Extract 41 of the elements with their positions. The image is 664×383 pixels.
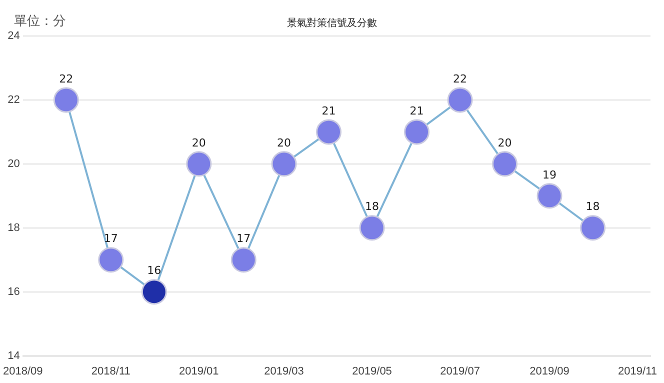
y-tick-label: 20 — [8, 158, 20, 170]
data-label: 22 — [453, 72, 468, 86]
x-tick-label: 2019/05 — [352, 365, 392, 378]
x-tick-label: 2019/01 — [179, 365, 219, 378]
y-tick-label: 22 — [8, 94, 20, 106]
data-label: 17 — [236, 232, 251, 246]
data-label: 21 — [322, 104, 336, 118]
data-label: 21 — [410, 104, 424, 118]
point — [404, 119, 430, 145]
point — [230, 247, 256, 273]
data-label: 22 — [59, 72, 74, 86]
y-tick-label: 24 — [8, 30, 20, 42]
point — [447, 87, 473, 113]
y-tick-label: 18 — [8, 222, 20, 234]
data-label: 20 — [277, 136, 292, 150]
point — [271, 151, 297, 177]
point — [141, 279, 167, 305]
y-axis-title: 單位：分 — [14, 13, 66, 30]
point — [53, 87, 79, 113]
x-tick-label: 2019/07 — [440, 365, 480, 378]
point — [536, 183, 562, 209]
point — [580, 215, 606, 241]
x-tick-label: 2019/09 — [530, 365, 570, 378]
x-tick-label: 2018/11 — [91, 365, 130, 378]
data-label: 16 — [147, 264, 162, 278]
data-label: 20 — [192, 136, 206, 150]
y-tick-label: 14 — [8, 350, 20, 362]
data-label: 19 — [542, 168, 557, 182]
point — [98, 247, 124, 273]
point — [492, 151, 518, 177]
x-tick-label: 2018/09 — [3, 365, 43, 378]
x-tick-label: 2019/11 — [618, 365, 657, 378]
y-tick-label: 16 — [8, 286, 20, 298]
point — [316, 119, 342, 145]
data-label: 20 — [498, 136, 512, 150]
point — [186, 151, 212, 177]
point — [359, 215, 385, 241]
x-tick-label: 2019/03 — [264, 365, 304, 378]
data-label: 18 — [586, 200, 600, 214]
data-label: 18 — [365, 200, 380, 214]
chart-title: 景氣對策信號及分數 — [287, 18, 377, 29]
